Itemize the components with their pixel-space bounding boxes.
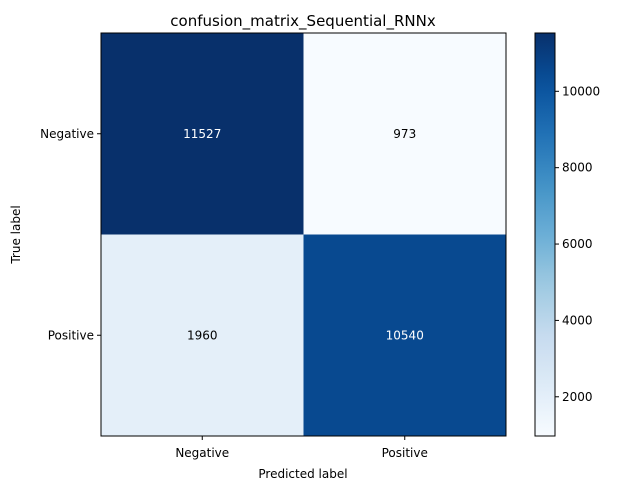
y-axis-label: True label	[9, 205, 23, 264]
colorbar-tick-label: 10000	[562, 84, 600, 98]
x-tick-label: Negative	[175, 446, 229, 460]
colorbar-tick-label: 4000	[562, 313, 593, 327]
heatmap-cell-1-1	[303, 234, 506, 436]
y-axis: Negative Positive	[40, 127, 101, 342]
heatmap-cell-0-0	[101, 33, 304, 235]
heatmap-cells	[101, 33, 506, 436]
cell-value-label: 11527	[183, 127, 221, 141]
plot-frame	[100, 32, 507, 437]
colorbar	[534, 32, 556, 437]
chart-title: confusion_matrix_Sequential_RNNx	[170, 12, 436, 31]
y-tick-label: Negative	[40, 127, 94, 141]
heatmap-cell-labels: 11527 973 1960 10540	[183, 127, 424, 343]
colorbar-tick-label: 2000	[562, 390, 593, 404]
heatmap-cell-0-1	[303, 33, 506, 235]
x-tick-label: Positive	[382, 446, 428, 460]
x-axis-label: Predicted label	[258, 467, 347, 481]
cell-value-label: 10540	[386, 328, 424, 342]
colorbar-ticks: 2000 4000 6000 8000 10000	[555, 84, 600, 404]
colorbar-tick-label: 6000	[562, 237, 593, 251]
colorbar-tick-label: 8000	[562, 161, 593, 175]
y-tick-label: Positive	[48, 328, 94, 342]
heatmap-cell-1-0	[101, 234, 304, 436]
x-axis: Negative Positive	[175, 436, 428, 460]
cell-value-label: 973	[393, 127, 416, 141]
cell-value-label: 1960	[187, 328, 218, 342]
